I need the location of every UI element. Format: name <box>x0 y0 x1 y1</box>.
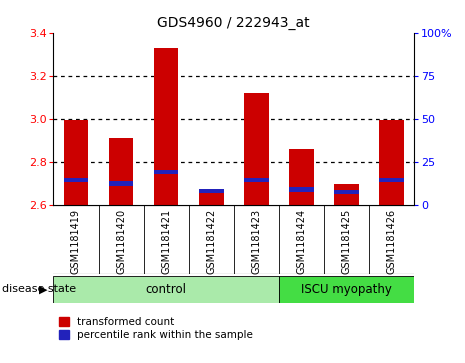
Bar <box>289 187 313 192</box>
Bar <box>233 33 279 205</box>
Text: disease state: disease state <box>2 285 76 294</box>
Bar <box>154 170 179 174</box>
Title: GDS4960 / 222943_at: GDS4960 / 222943_at <box>157 16 310 30</box>
Bar <box>334 184 359 205</box>
Bar <box>64 178 88 182</box>
Text: GSM1181422: GSM1181422 <box>206 208 216 274</box>
Bar <box>199 189 224 193</box>
Bar <box>244 178 269 182</box>
Text: GSM1181426: GSM1181426 <box>386 208 396 274</box>
Bar <box>199 189 224 205</box>
Text: GSM1181424: GSM1181424 <box>296 208 306 274</box>
Bar <box>244 93 269 205</box>
Bar <box>379 120 404 205</box>
Bar <box>99 33 144 205</box>
Bar <box>279 276 414 303</box>
Text: GSM1181421: GSM1181421 <box>161 208 171 274</box>
Text: ISCU myopathy: ISCU myopathy <box>301 283 392 296</box>
Bar <box>369 33 414 205</box>
Legend: transformed count, percentile rank within the sample: transformed count, percentile rank withi… <box>59 317 253 340</box>
Bar <box>109 138 133 205</box>
Bar <box>279 33 324 205</box>
Bar <box>109 182 133 186</box>
Text: GSM1181423: GSM1181423 <box>251 208 261 274</box>
Text: GSM1181419: GSM1181419 <box>71 208 81 274</box>
Bar <box>53 276 279 303</box>
Bar <box>324 33 369 205</box>
Bar <box>144 33 189 205</box>
Bar <box>189 33 233 205</box>
Bar <box>379 178 404 182</box>
Bar <box>289 149 313 205</box>
Text: GSM1181420: GSM1181420 <box>116 208 126 274</box>
Text: ▶: ▶ <box>39 285 47 294</box>
Text: control: control <box>146 283 186 296</box>
Bar <box>334 190 359 194</box>
Bar <box>154 48 179 205</box>
Bar <box>64 120 88 205</box>
Bar <box>53 33 99 205</box>
Text: GSM1181425: GSM1181425 <box>341 208 351 274</box>
